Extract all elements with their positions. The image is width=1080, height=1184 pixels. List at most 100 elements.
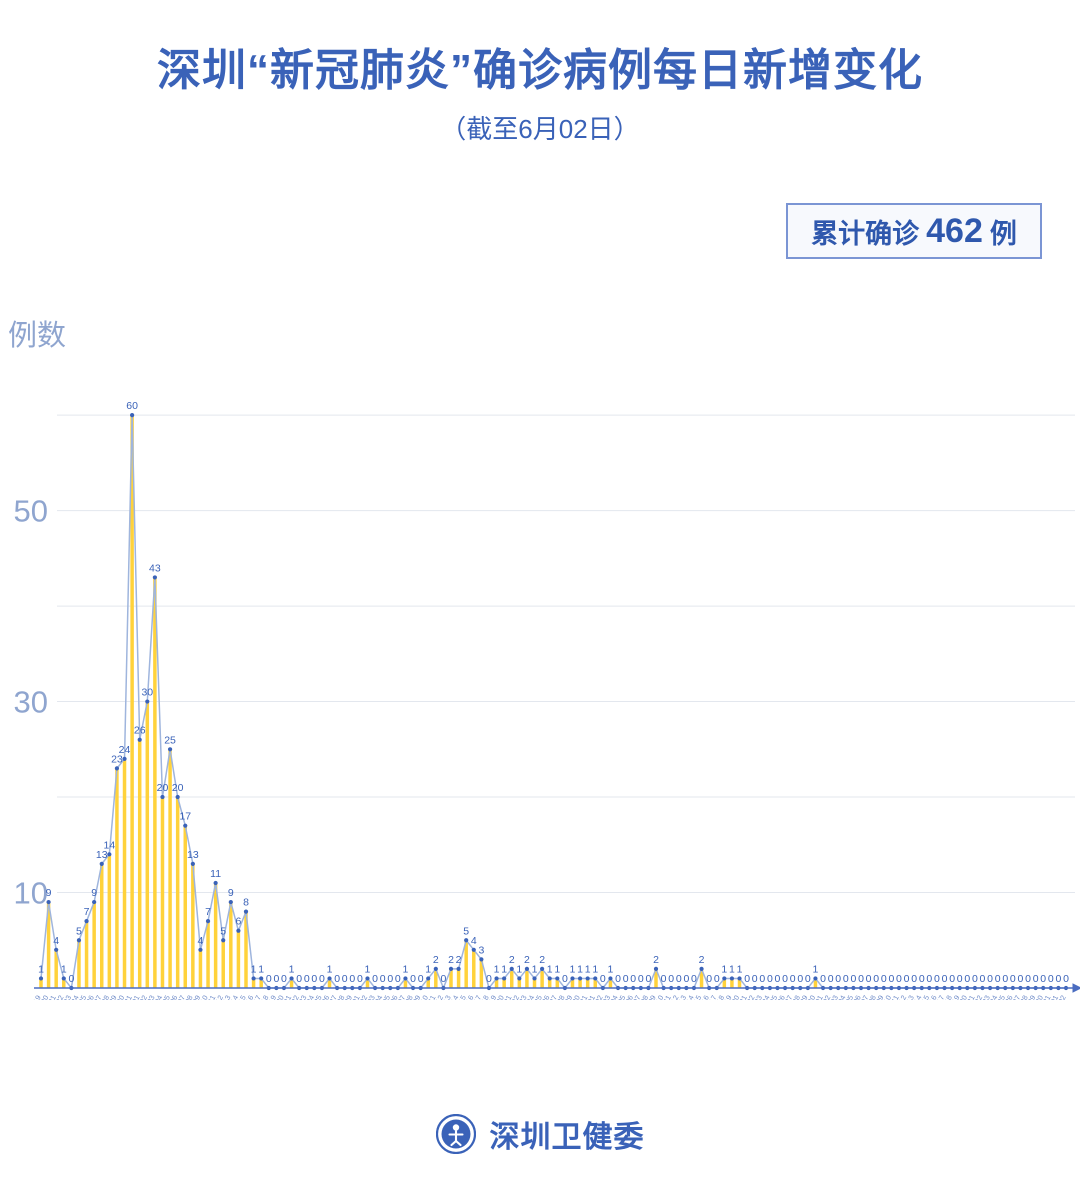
data-point (213, 880, 218, 886)
bar (502, 978, 506, 988)
data-point (107, 852, 112, 857)
data-value-label: 1 (501, 963, 507, 975)
data-value-label: 1 (532, 963, 538, 975)
bar (434, 968, 438, 988)
bar (92, 902, 96, 988)
data-value-label: 0 (304, 973, 310, 985)
bar (137, 739, 142, 988)
bar-series (39, 415, 818, 988)
data-value-label: 3 (478, 944, 484, 956)
data-value-label: 2 (539, 954, 545, 966)
bar (532, 978, 537, 988)
bar (145, 701, 150, 988)
data-point (92, 899, 97, 905)
data-value-label: 20 (172, 782, 184, 794)
data-value-label: 0 (850, 973, 856, 985)
data-point (547, 976, 552, 981)
data-value-label: 1 (289, 963, 295, 975)
bar (175, 797, 180, 988)
bar (540, 968, 544, 988)
bar (456, 968, 461, 988)
data-value-label: 1 (721, 963, 727, 975)
badge-value: 462 (926, 211, 983, 250)
data-value-label: 0 (987, 973, 993, 985)
data-value-label: 1 (577, 963, 583, 975)
data-value-label: 0 (387, 973, 393, 985)
data-value-label: 0 (843, 973, 849, 985)
data-value-label: 20 (157, 782, 169, 794)
data-value-label: 0 (957, 973, 963, 985)
data-value-label: 0 (311, 973, 317, 985)
data-value-label: 23 (111, 753, 123, 765)
data-value-label: 60 (126, 400, 138, 412)
data-point (653, 966, 659, 972)
data-point (259, 976, 264, 981)
data-value-label: 24 (119, 744, 131, 756)
data-point (722, 976, 727, 981)
data-value-label: 1 (365, 963, 371, 975)
badge-label: 累计确诊 (811, 218, 920, 249)
data-value-label: 5 (220, 925, 226, 937)
data-point (555, 976, 560, 981)
bar (160, 797, 165, 988)
bar (191, 863, 195, 988)
data-value-label: 2 (456, 954, 462, 966)
data-value-label: 1 (608, 963, 614, 975)
data-value-label: 4 (198, 935, 204, 947)
bar (289, 978, 294, 988)
data-point (76, 938, 82, 943)
data-value-labels: 1941057913142324602630432025201713471159… (38, 400, 1069, 985)
bar (122, 758, 127, 988)
data-point (494, 976, 499, 981)
page-subtitle: （截至6月02日） (440, 113, 640, 144)
data-point (167, 747, 173, 752)
data-point (236, 928, 241, 933)
data-value-label: 0 (296, 973, 302, 985)
data-value-label: 0 (767, 973, 773, 985)
data-value-label: 0 (995, 973, 1001, 985)
bar (547, 978, 552, 988)
data-point (145, 699, 150, 704)
data-value-label: 4 (471, 935, 477, 947)
bar (153, 577, 157, 988)
data-point (729, 976, 735, 981)
data-point (228, 899, 233, 905)
data-value-label: 1 (258, 963, 264, 975)
data-value-label: 0 (888, 973, 894, 985)
data-point (289, 976, 294, 981)
data-point (327, 976, 332, 981)
data-value-label: 2 (509, 954, 515, 966)
chart-plot-area: 10 30 50 1 9 4 1 0 5 7 9 13 14 23 24 60 26 30 43 20 25 20 17 13… (0, 360, 1080, 1000)
data-value-label: 0 (273, 973, 279, 985)
data-value-label: 1 (516, 963, 522, 975)
data-value-label: 1 (425, 963, 431, 975)
data-value-label: 9 (228, 887, 234, 899)
y-tick-label: 10 (14, 876, 48, 911)
data-value-label: 7 (205, 906, 211, 918)
chart-header: 深圳“新冠肺炎”确诊病例每日新增变化 （截至6月02日） (0, 0, 1080, 146)
data-value-label: 25 (164, 734, 176, 746)
data-value-label: 1 (813, 963, 819, 975)
data-point (38, 976, 44, 981)
data-value-label: 0 (1018, 973, 1024, 985)
bar (585, 978, 590, 988)
data-value-label: 0 (440, 973, 446, 985)
bar (722, 978, 727, 988)
y-tick-label: 50 (14, 494, 48, 529)
data-value-label: 0 (357, 973, 363, 985)
data-value-label: 0 (858, 973, 864, 985)
data-value-label: 0 (797, 973, 803, 985)
data-point (61, 976, 66, 981)
data-point (608, 976, 613, 981)
data-value-label: 0 (896, 973, 902, 985)
bar (699, 968, 704, 988)
data-value-label: 7 (84, 906, 90, 918)
data-value-label: 1 (251, 963, 257, 975)
data-value-label: 4 (53, 935, 59, 947)
bar (46, 902, 51, 988)
data-value-label: 6 (235, 916, 241, 928)
data-value-label: 0 (706, 973, 712, 985)
data-value-label: 0 (1063, 973, 1069, 985)
data-value-label: 0 (1040, 973, 1046, 985)
bar (327, 978, 332, 988)
